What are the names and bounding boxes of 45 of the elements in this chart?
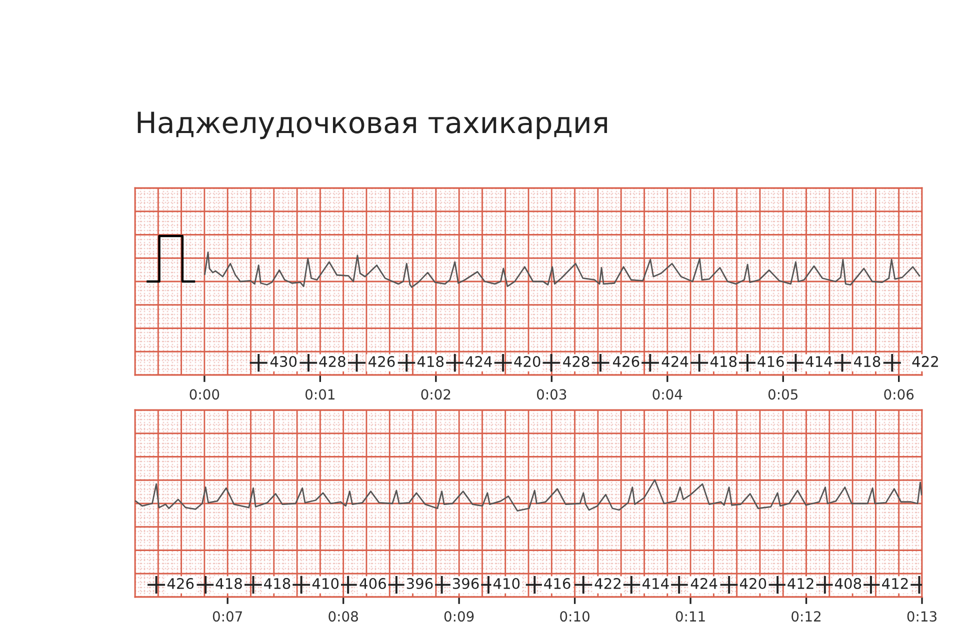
x-tick-label: 0:06 bbox=[884, 389, 914, 400]
x-tick-label: 0:00 bbox=[190, 389, 220, 400]
annotation: 428 bbox=[563, 356, 590, 368]
x-tick-label: 0:04 bbox=[652, 389, 682, 400]
annotation: 408 bbox=[834, 578, 862, 590]
annotation: 426 bbox=[612, 356, 640, 368]
annotation: 430 bbox=[270, 356, 297, 368]
annotation: 416 bbox=[544, 578, 570, 590]
x-tick-label: 0:10 bbox=[560, 611, 590, 622]
annotation: 410 bbox=[312, 578, 339, 590]
annotation: 422 bbox=[912, 356, 938, 367]
x-tick-label: 0:09 bbox=[444, 611, 474, 622]
x-tick-label: 0:12 bbox=[792, 611, 820, 622]
annotation: 428 bbox=[319, 356, 346, 368]
annotation: 414 bbox=[642, 578, 669, 589]
x-tick-label: 0:08 bbox=[328, 611, 358, 622]
annotation: 412 bbox=[882, 578, 908, 589]
annotation: 424 bbox=[690, 578, 718, 589]
annotation: 422 bbox=[594, 578, 620, 589]
annotation: 424 bbox=[466, 356, 492, 367]
x-tick-label: 0:03 bbox=[536, 389, 566, 400]
x-tick-label: 0:02 bbox=[421, 389, 450, 400]
annotation: 396 bbox=[452, 578, 479, 590]
annotation: 410 bbox=[493, 578, 520, 590]
annotation: 418 bbox=[417, 356, 444, 368]
annotation: 396 bbox=[406, 578, 433, 590]
annotation: 412 bbox=[788, 578, 814, 589]
chart-title: Наджелудочковая тахикардия bbox=[138, 112, 607, 140]
annotation: 414 bbox=[806, 356, 832, 367]
annotation: 406 bbox=[360, 578, 386, 590]
annotation: 426 bbox=[368, 356, 395, 368]
x-tick-label: 0:05 bbox=[768, 389, 798, 400]
annotation: 416 bbox=[758, 356, 784, 368]
x-tick-label: 0:07 bbox=[212, 611, 242, 622]
annotation: 418 bbox=[854, 356, 880, 368]
annotation: 420 bbox=[740, 578, 766, 590]
x-tick-label: 0:11 bbox=[676, 611, 705, 622]
annotation: 420 bbox=[514, 356, 540, 368]
annotation: 418 bbox=[216, 578, 242, 590]
x-tick-label: 0:13 bbox=[907, 611, 936, 622]
annotation: 418 bbox=[710, 356, 737, 368]
x-tick-label: 0:01 bbox=[306, 389, 334, 400]
annotation: 426 bbox=[167, 578, 194, 590]
annotation: 418 bbox=[264, 578, 290, 590]
annotation: 424 bbox=[662, 356, 688, 367]
